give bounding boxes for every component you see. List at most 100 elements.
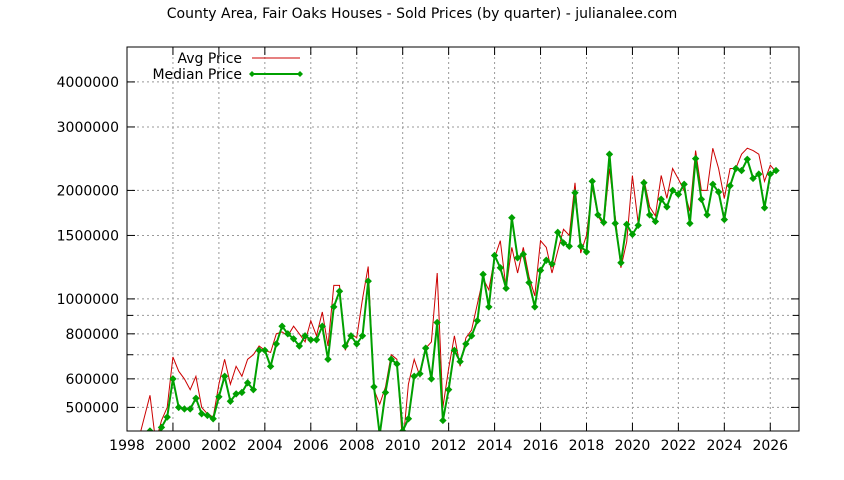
legend-label: Avg Price [177, 51, 242, 67]
data-point [542, 256, 550, 264]
data-point [266, 362, 275, 371]
data-point [594, 211, 602, 219]
data-point [749, 174, 757, 183]
data-point [645, 211, 654, 219]
y-tick-label: 3000000 [57, 120, 119, 136]
data-point [381, 388, 390, 397]
data-point [243, 379, 252, 387]
data-point [180, 405, 189, 413]
data-point [238, 388, 246, 397]
data-point [737, 166, 746, 175]
data-point [577, 242, 585, 250]
data-point [485, 303, 493, 311]
x-tick-label: 2022 [661, 438, 697, 454]
data-point [358, 332, 367, 340]
data-point [301, 332, 309, 340]
data-point [536, 266, 545, 275]
data-point [295, 342, 304, 350]
legend-label: Median Price [152, 67, 242, 83]
data-point [157, 423, 166, 431]
data-point [169, 375, 177, 383]
data-point [249, 385, 258, 394]
data-point [278, 322, 286, 330]
data-point [226, 397, 235, 405]
data-point [379, 430, 380, 431]
data-point [353, 340, 361, 348]
data-point [146, 427, 154, 431]
data-point [450, 346, 459, 355]
legend-marker [249, 71, 255, 77]
data-point [318, 322, 326, 330]
y-tick-label: 600000 [66, 372, 119, 388]
data-point [743, 155, 752, 163]
data-point [364, 277, 372, 285]
data-point [760, 204, 769, 212]
data-point [617, 259, 625, 267]
data-point [433, 318, 441, 327]
data-point [324, 355, 332, 363]
series-median-price [146, 150, 780, 431]
data-point [525, 278, 533, 287]
y-tick-label: 2000000 [57, 183, 119, 199]
data-point [473, 316, 482, 325]
data-point [479, 270, 487, 279]
data-point [571, 189, 579, 197]
data-point [565, 242, 573, 250]
data-point [427, 375, 436, 383]
x-tick-label: 2002 [201, 438, 237, 454]
data-point [398, 427, 407, 431]
x-tick-label: 1998 [109, 438, 145, 454]
x-tick-label: 2026 [752, 438, 788, 454]
data-point [186, 405, 194, 413]
data-point [490, 251, 499, 260]
data-point [393, 360, 401, 368]
data-point [289, 335, 298, 343]
data-point [531, 303, 539, 311]
data-point [519, 250, 528, 258]
data-point [404, 415, 413, 423]
data-point [330, 303, 338, 311]
y-tick-label: 500000 [66, 400, 119, 416]
x-tick-label: 2012 [431, 438, 467, 454]
data-point [640, 179, 648, 187]
data-point [335, 287, 344, 295]
data-point [312, 336, 321, 344]
data-point [255, 346, 263, 355]
data-point [720, 215, 729, 224]
data-point [766, 170, 774, 178]
chart-title: County Area, Fair Oaks Houses - Sold Pri… [167, 6, 678, 22]
data-point [307, 336, 315, 344]
x-tick-label: 2016 [523, 438, 559, 454]
x-axis: 1998 2000 2002 2004 2006 2008 2010 2012 2014 2016… [109, 47, 788, 454]
data-point [456, 357, 464, 366]
data-point [421, 344, 430, 352]
data-point [203, 411, 212, 420]
plot-border [126, 46, 800, 432]
data-point [444, 385, 453, 394]
data-point [341, 342, 349, 350]
x-tick-label: 2018 [569, 438, 605, 454]
data-point [232, 390, 240, 398]
data-point [502, 284, 510, 293]
data-point [220, 372, 229, 380]
data-point [439, 416, 447, 425]
data-point [347, 332, 355, 340]
y-tick-label: 1000000 [57, 292, 119, 308]
data-point [732, 164, 740, 173]
data-point [496, 264, 505, 272]
data-point [582, 248, 591, 256]
data-point [611, 219, 619, 228]
data-point [163, 413, 171, 421]
x-tick-label: 2020 [615, 438, 651, 454]
data-point [674, 190, 683, 199]
series-line [150, 154, 777, 431]
data-point [714, 188, 723, 196]
data-point [370, 383, 378, 391]
data-point [209, 415, 217, 423]
series-line [140, 147, 777, 431]
data-point [387, 355, 395, 363]
data-point [197, 410, 206, 418]
y-tick-label: 800000 [66, 327, 119, 343]
